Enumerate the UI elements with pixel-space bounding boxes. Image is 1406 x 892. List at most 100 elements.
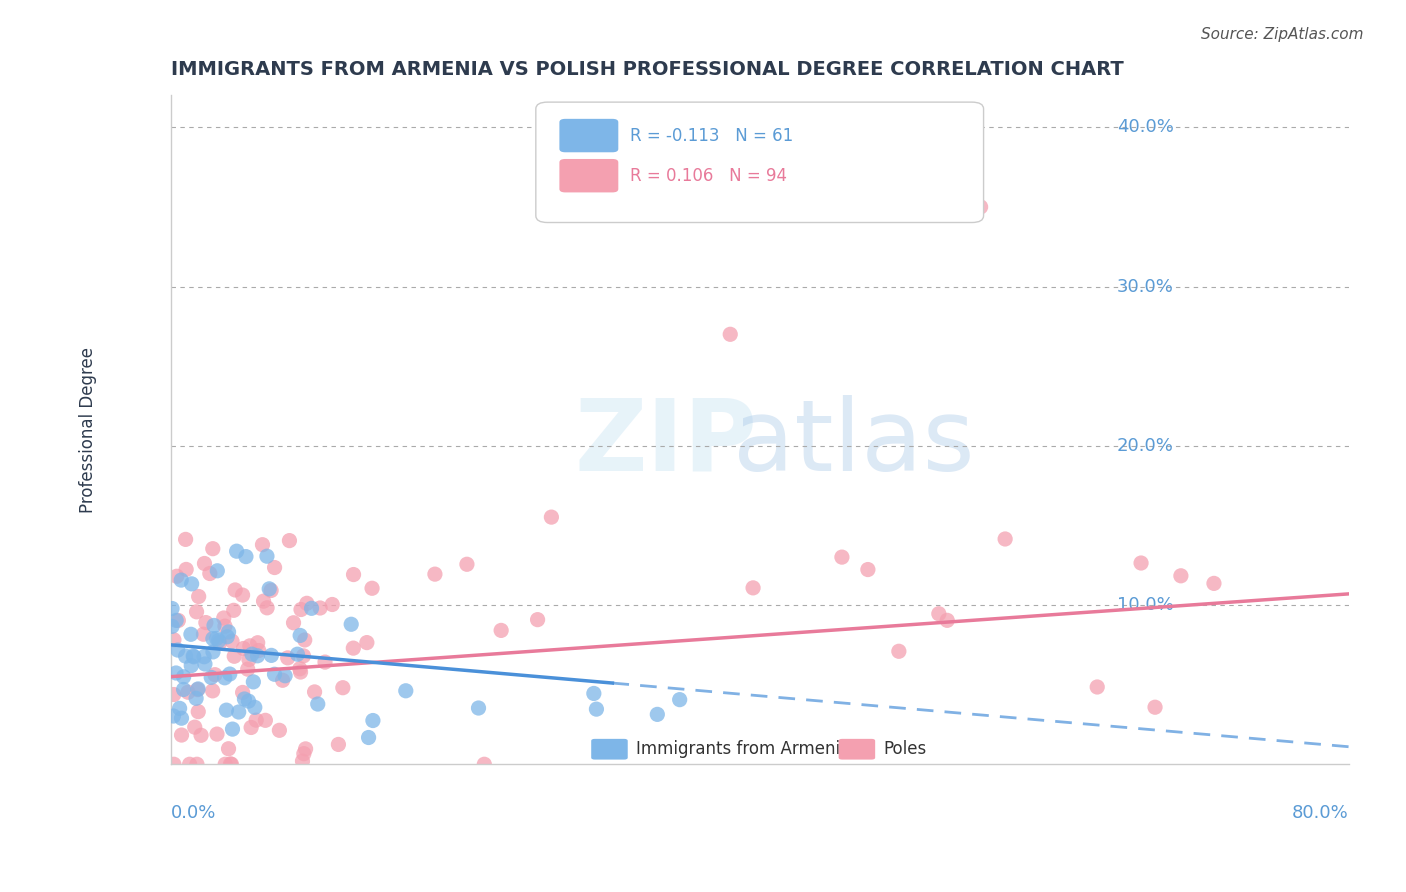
- Point: [928, 607, 950, 621]
- Point: [256, 549, 278, 564]
- Point: [183, 649, 205, 664]
- Point: [342, 567, 364, 582]
- Point: [742, 581, 765, 595]
- Point: [221, 757, 243, 772]
- Point: [356, 635, 378, 649]
- Text: R = -0.113   N = 61: R = -0.113 N = 61: [630, 127, 793, 145]
- Point: [170, 711, 193, 725]
- Point: [288, 662, 311, 676]
- Point: [202, 618, 225, 632]
- Point: [180, 627, 202, 641]
- Point: [288, 628, 311, 642]
- Point: [174, 562, 197, 576]
- Point: [194, 657, 217, 671]
- Point: [252, 594, 274, 608]
- Text: Poles: Poles: [883, 739, 927, 758]
- Point: [269, 723, 291, 738]
- Point: [240, 721, 263, 735]
- Point: [173, 682, 195, 697]
- Point: [307, 697, 329, 711]
- Point: [193, 557, 215, 571]
- Point: [1130, 556, 1153, 570]
- Point: [304, 685, 326, 699]
- Text: Immigrants from Armenia: Immigrants from Armenia: [636, 739, 851, 758]
- Point: [1170, 569, 1192, 583]
- Point: [207, 564, 229, 578]
- Point: [200, 670, 222, 684]
- Point: [263, 667, 285, 681]
- Point: [214, 619, 236, 633]
- Point: [245, 713, 267, 727]
- Point: [165, 614, 187, 628]
- Point: [647, 707, 669, 722]
- Point: [260, 583, 283, 598]
- Point: [332, 681, 354, 695]
- Point: [278, 533, 301, 548]
- Point: [361, 714, 384, 728]
- Point: [173, 670, 195, 684]
- Point: [225, 544, 247, 558]
- Point: [235, 549, 257, 564]
- Point: [215, 703, 238, 717]
- Point: [718, 327, 741, 342]
- Point: [246, 636, 269, 650]
- Point: [260, 648, 283, 663]
- Point: [170, 573, 193, 587]
- FancyBboxPatch shape: [560, 159, 619, 193]
- Point: [163, 632, 186, 647]
- Point: [163, 688, 186, 702]
- Point: [252, 538, 274, 552]
- Point: [193, 627, 215, 641]
- Point: [1085, 680, 1108, 694]
- Point: [271, 673, 294, 688]
- Point: [165, 665, 187, 680]
- Point: [582, 686, 605, 700]
- Text: 0.0%: 0.0%: [170, 805, 217, 822]
- Point: [936, 613, 959, 627]
- Point: [186, 605, 208, 619]
- Point: [290, 602, 312, 616]
- Point: [162, 709, 184, 723]
- Point: [170, 728, 193, 742]
- Point: [201, 645, 224, 659]
- Point: [214, 671, 236, 685]
- Point: [467, 701, 489, 715]
- Point: [287, 647, 309, 661]
- Point: [292, 747, 315, 761]
- Point: [314, 655, 336, 669]
- Point: [233, 692, 256, 706]
- FancyBboxPatch shape: [838, 739, 875, 760]
- Point: [221, 722, 243, 736]
- Point: [423, 567, 446, 582]
- Point: [295, 596, 318, 610]
- Point: [328, 738, 350, 752]
- Point: [180, 658, 202, 673]
- Point: [357, 731, 380, 745]
- FancyBboxPatch shape: [560, 119, 619, 153]
- Point: [187, 705, 209, 719]
- Point: [174, 649, 197, 664]
- Point: [212, 611, 235, 625]
- Point: [274, 669, 297, 683]
- Point: [472, 757, 495, 772]
- Point: [887, 644, 910, 658]
- Text: 80.0%: 80.0%: [1292, 805, 1348, 822]
- FancyBboxPatch shape: [591, 739, 627, 760]
- Point: [321, 598, 343, 612]
- Point: [585, 702, 607, 716]
- Point: [489, 624, 512, 638]
- Point: [242, 674, 264, 689]
- Point: [856, 563, 879, 577]
- Point: [238, 694, 260, 708]
- Point: [361, 581, 384, 595]
- Point: [1202, 576, 1225, 591]
- Text: Source: ZipAtlas.com: Source: ZipAtlas.com: [1201, 27, 1364, 42]
- Point: [169, 701, 191, 715]
- Point: [283, 615, 305, 630]
- Point: [243, 700, 266, 714]
- Point: [228, 705, 250, 719]
- Point: [232, 685, 254, 699]
- Point: [239, 639, 262, 653]
- Point: [184, 720, 207, 734]
- Point: [526, 613, 548, 627]
